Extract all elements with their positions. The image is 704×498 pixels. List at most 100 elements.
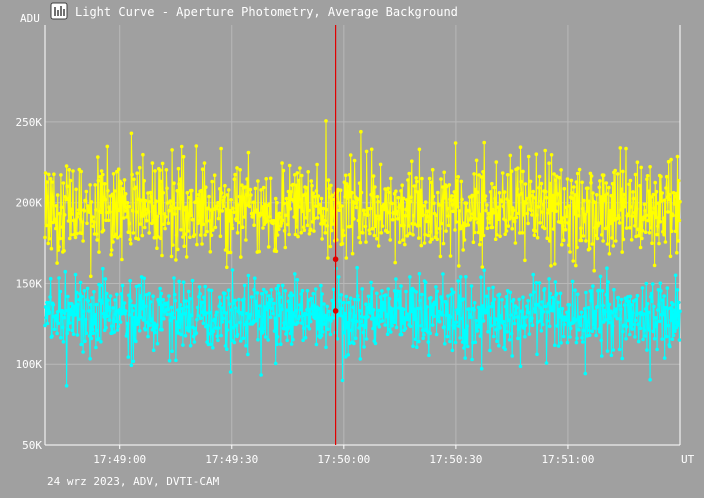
data-point — [650, 211, 655, 215]
data-point — [450, 202, 455, 207]
data-point — [579, 323, 583, 328]
data-point — [292, 215, 297, 219]
data-point — [96, 155, 100, 159]
data-point — [606, 280, 610, 284]
data-point — [673, 194, 677, 199]
data-point — [165, 201, 170, 205]
data-point — [130, 303, 134, 308]
data-point — [429, 180, 434, 185]
data-point — [653, 324, 657, 329]
data-point — [427, 219, 431, 224]
data-point — [496, 205, 501, 210]
data-point — [341, 228, 345, 233]
data-point — [669, 229, 674, 233]
data-point — [173, 299, 178, 303]
data-point — [168, 318, 172, 323]
data-point — [510, 226, 514, 231]
data-point — [441, 185, 445, 189]
data-point — [183, 232, 187, 236]
data-point — [260, 205, 265, 209]
data-point — [446, 223, 451, 228]
data-point — [106, 218, 111, 223]
data-point — [485, 294, 489, 299]
data-point — [411, 288, 416, 292]
series-0 — [43, 119, 682, 279]
data-point — [401, 307, 406, 312]
data-point — [511, 297, 516, 302]
data-point — [172, 181, 176, 185]
data-point — [638, 183, 642, 188]
data-point — [207, 194, 211, 199]
data-point — [664, 186, 668, 190]
data-point — [180, 197, 185, 201]
data-point — [267, 202, 272, 206]
data-point — [597, 185, 602, 190]
data-point — [297, 205, 302, 209]
data-point — [64, 308, 68, 313]
data-point — [331, 209, 336, 214]
data-point — [548, 291, 553, 296]
data-point — [575, 171, 580, 176]
data-point — [347, 300, 351, 305]
data-point — [395, 209, 399, 214]
data-point — [373, 341, 378, 346]
data-point — [113, 189, 117, 193]
data-point — [303, 335, 308, 340]
data-point — [489, 323, 494, 328]
data-point — [482, 140, 487, 145]
data-point — [314, 342, 319, 347]
data-point — [144, 218, 149, 223]
time-cursor[interactable] — [332, 25, 339, 445]
data-point — [387, 297, 392, 301]
data-point — [197, 295, 201, 299]
data-point — [649, 226, 653, 230]
data-point — [207, 219, 212, 223]
data-point — [561, 224, 565, 228]
data-point — [117, 208, 122, 213]
data-point — [151, 204, 156, 209]
data-point — [301, 326, 306, 331]
data-point — [481, 319, 486, 323]
data-point — [665, 286, 670, 290]
data-point — [491, 285, 495, 290]
data-point — [437, 203, 441, 207]
data-point — [608, 221, 613, 226]
data-point — [401, 238, 405, 242]
data-point — [607, 185, 611, 190]
data-point — [531, 272, 535, 277]
data-point — [493, 322, 497, 327]
data-point — [513, 241, 518, 245]
data-point — [282, 321, 286, 325]
data-point — [122, 178, 127, 182]
data-point — [604, 292, 609, 297]
data-point — [539, 329, 544, 333]
data-point — [518, 364, 523, 369]
data-point — [115, 235, 120, 240]
data-point — [261, 226, 265, 230]
data-point — [418, 306, 423, 311]
data-point — [254, 208, 259, 212]
data-point — [83, 317, 88, 322]
data-point — [357, 309, 362, 313]
data-point — [478, 307, 482, 312]
data-point — [476, 230, 481, 235]
data-point — [144, 304, 148, 309]
data-point — [300, 173, 304, 178]
data-point — [450, 287, 454, 292]
data-point — [656, 308, 660, 312]
data-point — [430, 323, 435, 327]
data-point — [246, 273, 251, 278]
data-point — [422, 333, 426, 337]
data-point — [547, 161, 551, 165]
data-point — [673, 273, 678, 278]
data-point — [286, 222, 290, 227]
data-point — [635, 313, 639, 317]
data-point — [91, 224, 96, 228]
data-point — [118, 234, 123, 238]
data-point — [331, 287, 336, 292]
y-tick-label: 250K — [16, 116, 43, 129]
data-point — [116, 167, 121, 171]
data-point — [643, 307, 648, 311]
data-point — [232, 177, 237, 181]
